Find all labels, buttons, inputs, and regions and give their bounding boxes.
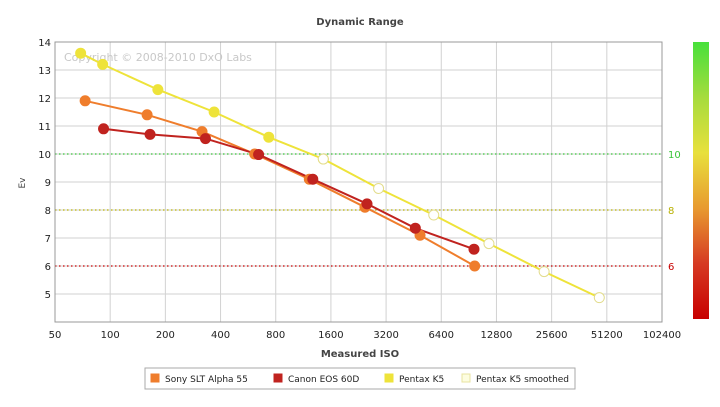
- data-point: [469, 260, 481, 272]
- reference-label-8: 8: [668, 206, 674, 217]
- colorbar: [693, 42, 709, 319]
- y-tick-label: 10: [38, 150, 51, 161]
- data-point: [361, 198, 373, 210]
- data-point: [144, 128, 156, 140]
- series-line: [322, 158, 600, 299]
- data-point: [409, 222, 421, 234]
- x-tick-label: 25600: [536, 330, 568, 341]
- legend-item: Canon EOS 60D: [288, 375, 359, 385]
- data-point: [97, 58, 109, 70]
- x-axis-label: Measured ISO: [321, 349, 399, 360]
- data-point: [208, 106, 220, 118]
- data-point: [307, 173, 319, 185]
- dynamic-range-colorbar: [693, 42, 709, 319]
- data-point: [75, 47, 87, 59]
- y-tick-label: 5: [45, 290, 51, 301]
- legend-box: [144, 367, 576, 390]
- data-point: [253, 149, 265, 161]
- legend: Sony SLT Alpha 55 Canon EOS 60D Pentax K5 P…: [144, 367, 576, 390]
- data-point: [79, 95, 91, 107]
- y-tick-label: 8: [45, 206, 51, 217]
- legend-item: Sony SLT Alpha 55: [165, 375, 248, 385]
- data-point: [141, 109, 153, 121]
- x-tick-label: 102400: [643, 330, 681, 341]
- x-tick-label: 51200: [591, 330, 623, 341]
- legend-swatch: [150, 373, 160, 383]
- x-tick-label: 200: [156, 330, 175, 341]
- y-tick-label: 9: [45, 178, 51, 189]
- plot-frame: [54, 41, 663, 323]
- data-point: [152, 84, 164, 96]
- legend-swatch: [273, 373, 283, 383]
- data-point: [98, 123, 110, 135]
- y-tick-label: 14: [38, 38, 51, 49]
- data-point: [468, 243, 480, 255]
- x-tick-label: 3200: [373, 330, 398, 341]
- y-tick-label: 7: [45, 234, 51, 245]
- x-tick-label: 800: [266, 330, 285, 341]
- reference-label-6: 6: [668, 262, 674, 273]
- series: [75, 47, 605, 304]
- legend-item: Pentax K5: [399, 375, 444, 385]
- legend-swatch: [461, 373, 471, 383]
- legend-item: Pentax K5 smoothed: [476, 375, 569, 385]
- x-tick-label: 6400: [429, 330, 454, 341]
- x-tick-label: 12800: [481, 330, 513, 341]
- axes: 50 100 200 400 800 1600 3200 6400 12800 25600 5120…: [38, 38, 681, 341]
- x-tick-label: 400: [211, 330, 230, 341]
- y-tick-label: 12: [38, 94, 51, 105]
- x-tick-label: 1600: [318, 330, 343, 341]
- data-point: [373, 182, 385, 194]
- x-tick-label: 100: [101, 330, 120, 341]
- data-point: [428, 209, 440, 221]
- y-tick-label: 6: [45, 262, 51, 273]
- data-point: [199, 133, 211, 145]
- y-axis-label: Ev: [18, 177, 28, 189]
- reference-lines: 10 8 6: [55, 150, 681, 273]
- legend-swatch: [384, 373, 394, 383]
- chart-title: Dynamic Range: [316, 17, 404, 28]
- data-point: [538, 266, 550, 278]
- x-tick-label: 50: [49, 330, 62, 341]
- watermark: Copyright © 2008-2010 DxO Labs: [64, 51, 252, 64]
- data-point: [263, 131, 275, 143]
- data-point: [317, 153, 329, 165]
- reference-label-10: 10: [668, 150, 681, 161]
- data-point: [593, 292, 605, 304]
- series-line: [103, 127, 475, 251]
- y-tick-label: 13: [38, 66, 51, 77]
- data-point: [483, 238, 495, 250]
- y-tick-label: 11: [38, 122, 51, 133]
